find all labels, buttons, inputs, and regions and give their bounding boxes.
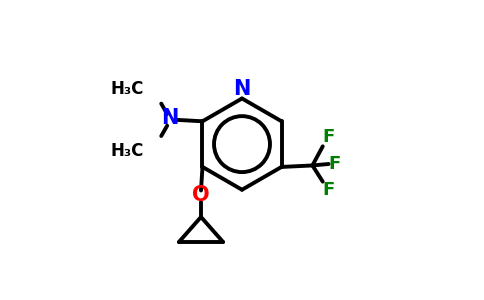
Text: H₃C: H₃C <box>110 142 144 160</box>
Text: H₃C: H₃C <box>110 80 144 98</box>
Text: N: N <box>233 79 251 99</box>
Text: F: F <box>322 182 335 200</box>
Text: N: N <box>161 108 179 128</box>
Text: F: F <box>329 155 341 173</box>
Text: O: O <box>192 185 210 205</box>
Text: F: F <box>322 128 335 146</box>
